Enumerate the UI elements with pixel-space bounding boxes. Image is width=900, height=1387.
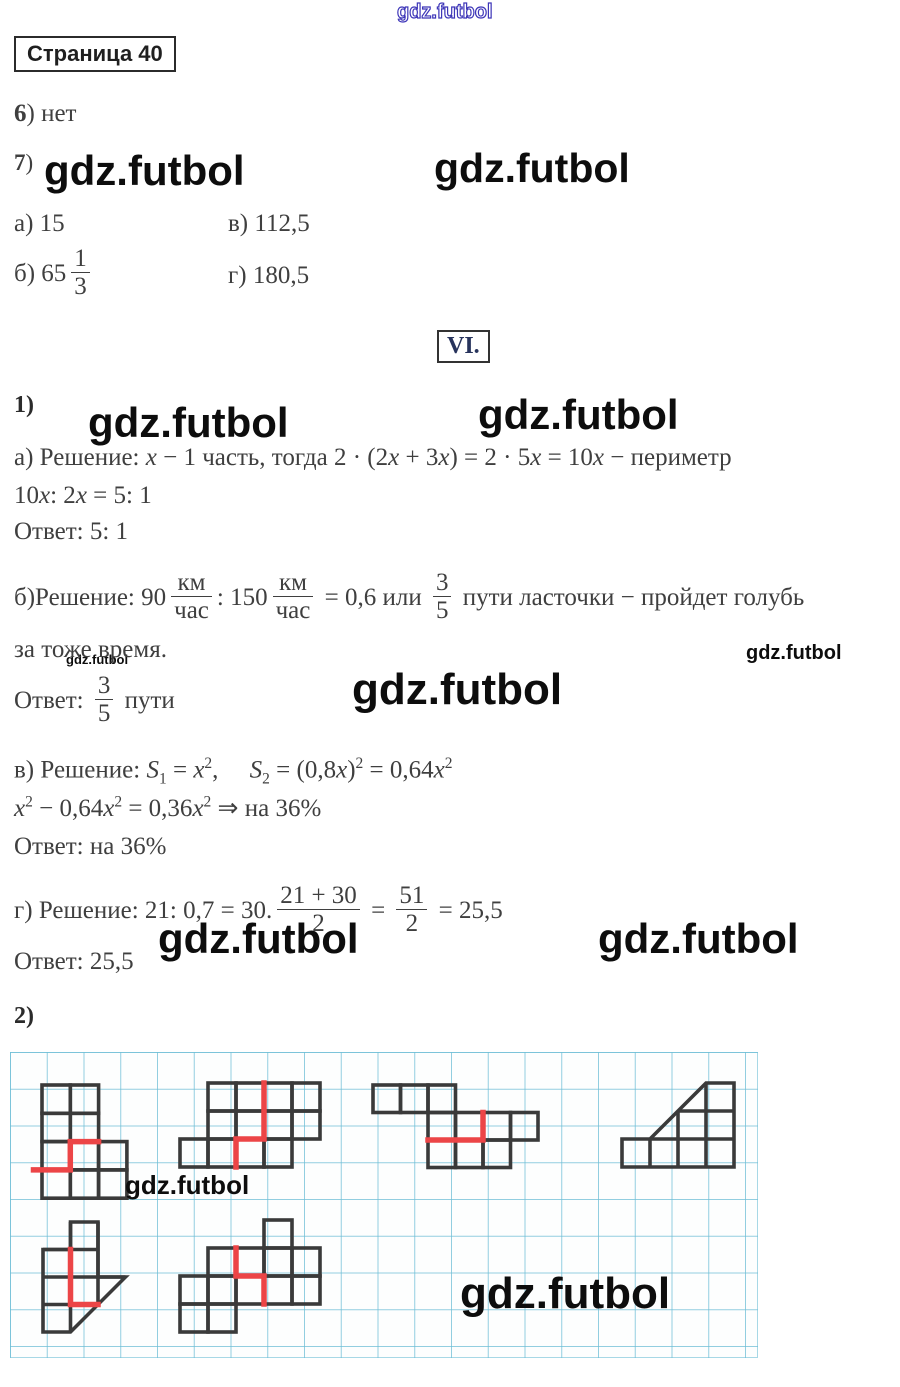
watermark-gdz: gdz.futbol — [746, 642, 842, 664]
item-7-answer-v: в) 112,5 — [228, 210, 310, 237]
graph-paper — [10, 1052, 758, 1358]
task1-b-solution2: за тоже время. — [14, 636, 167, 663]
item-7-answer-b: б) 65 1 3 — [14, 245, 95, 303]
item-7-label: 7) — [14, 150, 34, 175]
task-1-label: 1) — [14, 392, 34, 418]
watermark-gdz: gdz.futbol — [598, 915, 799, 962]
task1-a-solution2: 10x: 2x = 5: 1 — [14, 482, 152, 509]
task1-v-solution: в) Решение: S1 = x2, S2 = (0,8x)2 = 0,64… — [14, 755, 453, 788]
task1-a-answer: Ответ: 5: 1 — [14, 518, 129, 545]
page-title: Страница 40 — [14, 36, 176, 72]
task-2-label: 2) — [14, 1003, 34, 1029]
task1-v-answer: Ответ: на 36% — [14, 833, 167, 860]
watermark-gdz: gdz.futbol — [434, 145, 630, 191]
section-heading-vi: VI. — [437, 330, 490, 363]
symmetry-figure-6 — [178, 1218, 348, 1360]
item-7-answer-g: г) 180,5 — [228, 262, 310, 289]
watermark-gdz: gdz.futbol — [125, 1170, 250, 1200]
watermark-gdz: gdz.futbol — [158, 915, 359, 962]
symmetry-figure-4 — [620, 1081, 790, 1223]
item-6-answer: 6) нет — [14, 100, 77, 127]
task1-b-solution: б)Решение: 90 км час: 150 км час = 0,6 или 3… — [14, 569, 805, 624]
symmetry-figure-5 — [41, 1220, 181, 1387]
watermark-gdz: gdz.futbol — [88, 399, 289, 446]
symmetry-figure-2 — [178, 1080, 348, 1195]
watermark-gdz: gdz.futbol — [478, 391, 679, 438]
watermark-gdz-top: gdz.futbol — [396, 1, 493, 23]
task1-v-solution2: x2 − 0,64x2 = 0,36x2 ⇒ на 36% — [14, 793, 322, 822]
watermark-gdz: gdz.futbol — [352, 665, 563, 714]
watermark-gdz-small: gdz.futbol — [66, 652, 129, 667]
task1-a-solution: а) Решение: x − 1 часть, тогда 2 · (2x +… — [14, 444, 732, 471]
watermark-gdz: gdz.futbol — [460, 1269, 671, 1318]
symmetry-figure-3 — [371, 1083, 566, 1195]
task1-g-answer: Ответ: 25,5 — [14, 948, 134, 975]
item-7-answer-a: а) 15 — [14, 210, 65, 237]
task1-g-solution: г) Решение: 21: 0,7 = 30. 21 + 30 2 = 51 2 … — [14, 882, 503, 937]
symmetry-figure-1 — [30, 1083, 155, 1227]
watermark-gdz: gdz.futbol — [44, 147, 245, 194]
